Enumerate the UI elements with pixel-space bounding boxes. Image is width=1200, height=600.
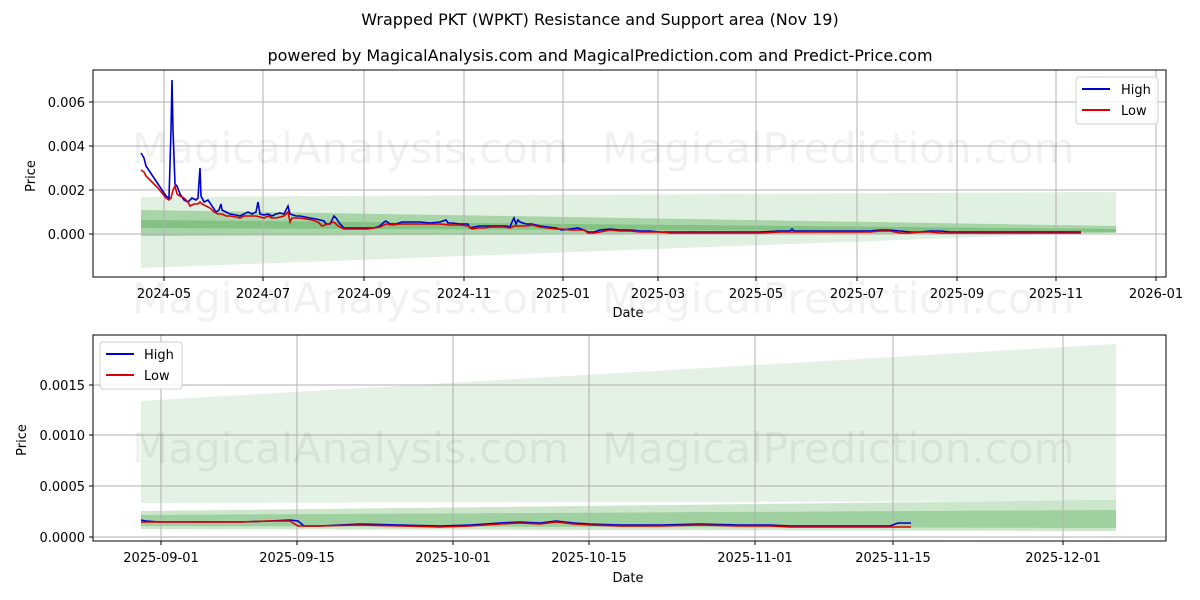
bottom-inner-band xyxy=(141,510,1116,528)
bottom-xtick: 2025-10-15 xyxy=(551,551,627,566)
top-chart: MagicalAnalysis.com MagicalPrediction.co… xyxy=(24,69,1183,323)
bottom-low-line xyxy=(141,520,911,528)
legend-low-label: Low xyxy=(1121,104,1147,119)
watermark-analysis-2: MagicalAnalysis.com xyxy=(132,274,569,323)
top-grid xyxy=(93,70,1166,277)
bottom-axes-frame xyxy=(92,334,1167,542)
top-xtick: 2024-05 xyxy=(137,287,191,302)
top-ylabel: Price xyxy=(24,160,39,192)
top-xtick: 2024-11 xyxy=(437,287,491,302)
bottom-xtick: 2025-09-15 xyxy=(259,551,335,566)
bottom-xtick: 2025-11-01 xyxy=(717,551,793,566)
top-xtick: 2024-07 xyxy=(236,287,290,302)
bottom-ytick: 0.0005 xyxy=(40,480,86,495)
watermark-analysis-3: MagicalAnalysis.com xyxy=(132,424,569,473)
bottom-xtick: 2025-09-01 xyxy=(123,551,199,566)
watermark-prediction-3: MagicalPrediction.com xyxy=(602,424,1075,473)
chart-title: Wrapped PKT (WPKT) Resistance and Suppor… xyxy=(361,10,839,29)
watermark-prediction: MagicalPrediction.com xyxy=(602,124,1075,173)
bottom-xtick: 2025-10-01 xyxy=(415,551,491,566)
top-xtick: 2025-01 xyxy=(536,287,590,302)
top-xtick: 2025-03 xyxy=(631,287,685,302)
top-xtick: 2025-11 xyxy=(1029,287,1083,302)
bottom-xtick: 2025-11-15 xyxy=(855,551,931,566)
bottom-xtick: 2025-12-01 xyxy=(1025,551,1101,566)
bottom-outer-band xyxy=(141,344,1116,503)
bottom-legend: High Low xyxy=(99,341,183,390)
watermark-analysis: MagicalAnalysis.com xyxy=(132,124,569,173)
top-legend: High Low xyxy=(1075,76,1159,125)
bottom-chart: MagicalAnalysis.com MagicalPrediction.co… xyxy=(15,334,1167,586)
bottom-ytick: 0.0010 xyxy=(40,429,86,444)
bottom-ytick: 0.0000 xyxy=(40,531,86,546)
top-ytick: 0.002 xyxy=(48,184,85,199)
top-low-line xyxy=(140,169,1081,234)
legend-high-label: High xyxy=(144,348,174,363)
top-xtick: 2024-09 xyxy=(337,287,391,302)
top-xlabel: Date xyxy=(612,306,643,321)
legend-low-label: Low xyxy=(144,369,170,384)
bottom-ytick: 0.0015 xyxy=(40,379,86,394)
top-inner-band xyxy=(141,220,1116,232)
top-xtick: 2025-07 xyxy=(830,287,884,302)
top-ytick: 0.006 xyxy=(48,96,85,111)
bottom-mid-band xyxy=(141,500,1116,531)
top-ytick: 0.000 xyxy=(48,228,85,243)
watermark-prediction-2: MagicalPrediction.com xyxy=(602,274,1075,323)
bottom-xlabel: Date xyxy=(612,571,643,586)
top-ytick: 0.004 xyxy=(48,140,85,155)
top-axes-frame xyxy=(92,69,1167,278)
legend-high-label: High xyxy=(1121,83,1151,98)
chart-subtitle: powered by MagicalAnalysis.com and Magic… xyxy=(267,46,933,65)
top-high-line xyxy=(140,79,1081,233)
top-xtick: 2025-09 xyxy=(930,287,984,302)
top-xtick: 2026-01 xyxy=(1129,287,1183,302)
top-xtick: 2025-05 xyxy=(729,287,783,302)
bottom-ylabel: Price xyxy=(15,424,30,456)
